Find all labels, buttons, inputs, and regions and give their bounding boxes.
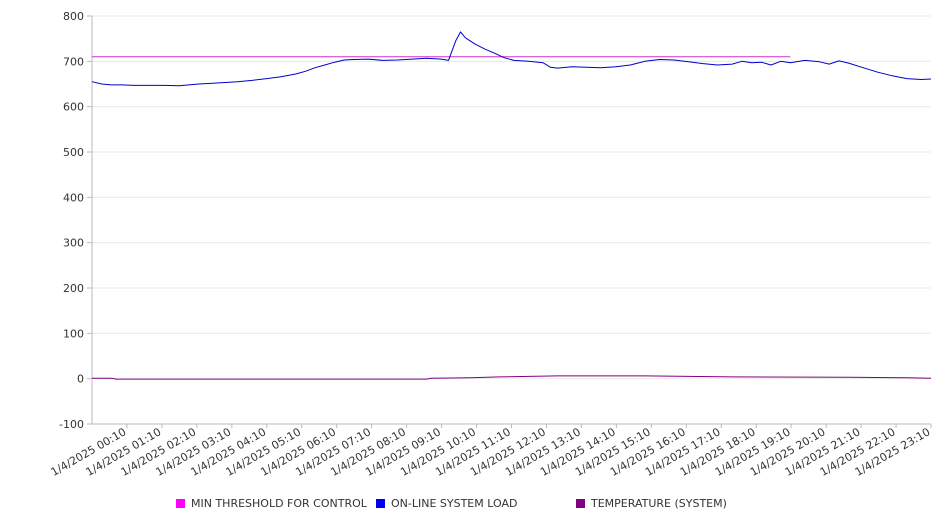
- grid-lines: [92, 15, 931, 425]
- axes: [87, 15, 932, 428]
- x-axis-tick-labels: 1/4/2025 00:101/4/2025 01:101/4/2025 02:…: [49, 425, 933, 479]
- legend-item-system-load[interactable]: ON-LINE SYSTEM LOAD: [376, 497, 517, 510]
- y-tick-label: -100: [59, 418, 84, 431]
- y-tick-label: 600: [63, 101, 84, 114]
- y-tick-label: 100: [63, 327, 84, 340]
- legend-swatch-temperature: [576, 499, 585, 508]
- y-tick-label: 700: [63, 55, 84, 68]
- series-lines: [91, 31, 932, 380]
- legend-label-system-load: ON-LINE SYSTEM LOAD: [391, 497, 518, 510]
- y-axis-tick-labels: -100 0 100 200 300 400 500 600 700 800: [59, 10, 84, 431]
- series-line-system-load: [91, 31, 932, 87]
- y-tick-label: 500: [63, 146, 84, 159]
- y-tick-label: 400: [63, 191, 84, 204]
- legend-label-temperature: TEMPERATURE (SYSTEM): [591, 497, 727, 510]
- legend-swatch-system-load: [376, 499, 385, 508]
- legend: MIN THRESHOLD FOR CONTROL ON-LINE SYSTEM…: [0, 497, 946, 515]
- legend-swatch-min-threshold: [176, 499, 185, 508]
- y-tick-label: 200: [63, 282, 84, 295]
- y-tick-label: 300: [63, 237, 84, 250]
- y-tick-label: 800: [63, 10, 84, 23]
- line-chart: -100 0 100 200 300 400 500 600 700 800 1/4/2025 0…: [49, 10, 933, 479]
- legend-label-min-threshold: MIN THRESHOLD FOR CONTROL: [191, 497, 367, 510]
- legend-item-min-threshold[interactable]: MIN THRESHOLD FOR CONTROL: [176, 497, 367, 510]
- series-line-temperature: [92, 375, 932, 380]
- legend-item-temperature[interactable]: TEMPERATURE (SYSTEM): [576, 497, 727, 510]
- y-tick-label: 0: [77, 373, 84, 386]
